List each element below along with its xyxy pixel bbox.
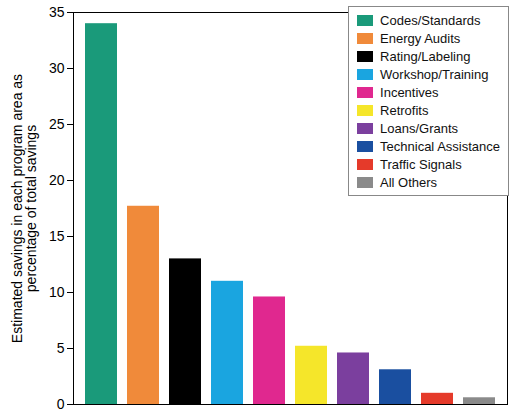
svg-text:25: 25: [49, 116, 65, 132]
html-text:All Others: All Others: [380, 174, 438, 190]
svg-text:35: 35: [49, 4, 65, 20]
html-text:Rating/Labeling: Rating/Labeling: [380, 48, 471, 64]
html-text:Energy Audits: Energy Audits: [380, 30, 461, 46]
svg-text:15: 15: [49, 228, 65, 244]
html-text:Traffic Signals: Traffic Signals: [380, 156, 462, 172]
svg-text:20: 20: [49, 172, 65, 188]
svg-text:5: 5: [57, 340, 65, 356]
svg-text:Estimated savings in each prog: Estimated savings in each program area a…: [9, 74, 39, 343]
html-text:Loans/Grants: Loans/Grants: [380, 120, 459, 136]
svg-text:10: 10: [49, 284, 65, 300]
html-text:Workshop/Training: Workshop/Training: [380, 66, 489, 82]
html-text:Retrofits: Retrofits: [380, 102, 429, 118]
svg-text:0: 0: [57, 396, 65, 412]
html-text:Incentives: Incentives: [380, 84, 439, 100]
html-text:Technical Assistance: Technical Assistance: [380, 138, 500, 154]
svg-text:30: 30: [49, 60, 65, 76]
html-text:Codes/Standards: Codes/Standards: [380, 12, 481, 28]
